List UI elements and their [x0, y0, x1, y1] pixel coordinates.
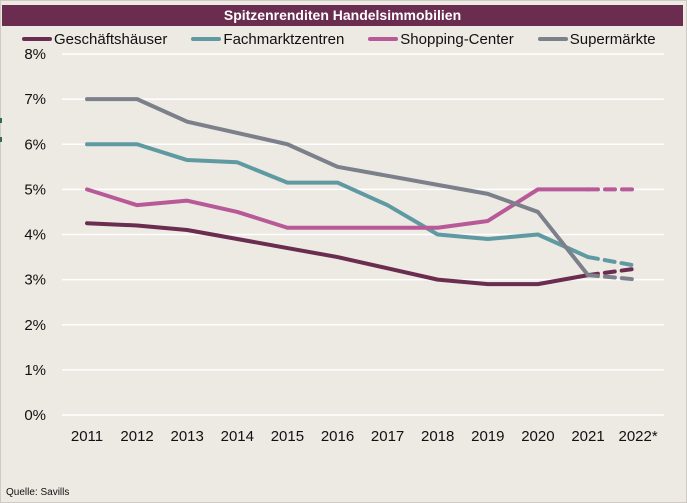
legend: Geschäftshäuser Fachmarktzentren Shoppin… [22, 29, 680, 49]
y-tick-label: 5% [24, 181, 46, 198]
x-tick-label: 2016 [321, 428, 354, 445]
series-line-3 [85, 97, 590, 278]
series-line-0 [85, 221, 590, 287]
legend-item-shopping-center: Shopping-Center [368, 30, 514, 48]
x-tick-label: 2013 [171, 428, 204, 445]
series-line-2 [85, 187, 590, 230]
legend-label: Fachmarktzentren [223, 30, 345, 48]
source-note: Quelle: Savills [6, 487, 70, 498]
x-tick-label: 2014 [221, 428, 254, 445]
y-tick-label: 7% [24, 91, 46, 108]
x-tick-label: 2020 [521, 428, 554, 445]
legend-swatch [537, 37, 568, 41]
y-tick-label: 0% [24, 407, 46, 424]
legend-swatch [191, 37, 222, 41]
legend-label: Supermärkte [569, 30, 656, 48]
legend-item-supermaerkte: Supermärkte [537, 30, 656, 48]
x-tick-label: 2019 [471, 428, 504, 445]
y-tick-label: 4% [24, 227, 46, 244]
x-tick-label: 2015 [271, 428, 304, 445]
x-tick-label: 2012 [120, 428, 153, 445]
y-tick-label: 8% [24, 46, 46, 63]
side-marker [0, 137, 2, 142]
legend-swatch [368, 37, 399, 41]
series-line-1 [85, 142, 590, 260]
legend-swatch [22, 37, 52, 41]
y-tick-label: 3% [24, 272, 46, 289]
side-marker [0, 118, 2, 123]
y-tick-label: 1% [24, 362, 46, 379]
x-tick-label: 2017 [371, 428, 404, 445]
x-tick-label: 2022* [618, 428, 657, 445]
legend-label: Shopping-Center [400, 30, 514, 48]
series-forecast-line-3 [586, 273, 641, 282]
legend-label: Geschäftshäuser [54, 30, 168, 48]
chart-title: Spitzenrenditen Handelsimmobilien [2, 5, 683, 26]
y-tick-label: 2% [24, 317, 46, 334]
legend-item-geschaeftshaeuser: Geschäftshäuser [22, 31, 167, 48]
x-tick-label: 2011 [71, 428, 103, 445]
x-tick-label: 2018 [421, 428, 454, 445]
y-tick-label: 6% [24, 136, 46, 153]
series-forecast-line-1 [586, 255, 641, 269]
legend-item-fachmarktzentren: Fachmarktzentren [191, 31, 344, 48]
x-tick-label: 2021 [571, 428, 604, 445]
